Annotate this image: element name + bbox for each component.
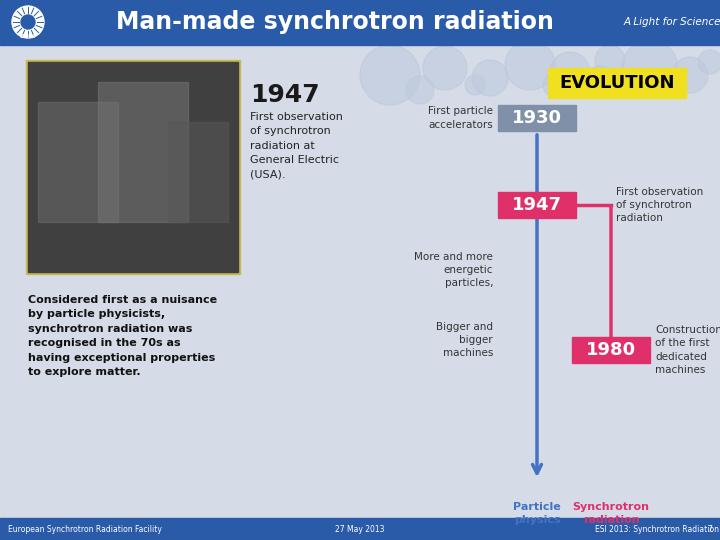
Text: European Synchrotron Radiation Facility: European Synchrotron Radiation Facility (8, 524, 162, 534)
Bar (498, 105, 576, 131)
Circle shape (21, 15, 35, 29)
Circle shape (584, 66, 616, 98)
Text: 7: 7 (707, 524, 712, 534)
Bar (38, 102, 118, 222)
Circle shape (423, 46, 467, 90)
Circle shape (660, 75, 680, 95)
Text: Construction
of the first
dedicated
machines: Construction of the first dedicated mach… (655, 325, 720, 375)
Circle shape (472, 60, 508, 96)
Text: Bigger and
bigger
machines: Bigger and bigger machines (436, 322, 493, 358)
Circle shape (465, 75, 485, 95)
Text: 1947: 1947 (512, 196, 562, 214)
Text: Synchrotron
radiation: Synchrotron radiation (572, 502, 649, 525)
Bar (0, 518, 720, 540)
Circle shape (595, 45, 625, 75)
Text: Man-made synchrotron radiation: Man-made synchrotron radiation (116, 10, 554, 34)
Text: Considered first as a nuisance
by particle physicists,
synchrotron radiation was: Considered first as a nuisance by partic… (28, 295, 217, 377)
Text: A Light for Science: A Light for Science (624, 17, 720, 27)
Circle shape (543, 73, 567, 97)
Text: ESI 2013: Synchrotron Radiation: ESI 2013: Synchrotron Radiation (595, 524, 719, 534)
Circle shape (406, 76, 434, 104)
Text: First observation
of synchrotron
radiation at
General Electric
(USA).: First observation of synchrotron radiati… (250, 112, 343, 180)
Text: Particle
physics: Particle physics (513, 502, 561, 525)
Text: 27 May 2013: 27 May 2013 (336, 524, 384, 534)
Text: First particle
accelerators: First particle accelerators (428, 106, 493, 130)
Bar (28, 62, 238, 272)
Text: EVOLUTION: EVOLUTION (559, 74, 675, 92)
Text: 1930: 1930 (512, 109, 562, 127)
Circle shape (12, 6, 44, 38)
Bar (98, 82, 188, 222)
Circle shape (505, 40, 555, 90)
Bar (26, 60, 240, 274)
Circle shape (698, 50, 720, 74)
Text: 1947: 1947 (250, 83, 320, 107)
Bar (0, 0, 720, 45)
Text: 1980: 1980 (586, 341, 636, 359)
Text: ESRF: ESRF (19, 33, 37, 38)
Circle shape (550, 52, 590, 92)
Text: First observation
of synchrotron
radiation: First observation of synchrotron radiati… (616, 187, 703, 223)
Circle shape (360, 45, 420, 105)
Bar (168, 122, 228, 222)
Bar (498, 192, 576, 218)
Circle shape (622, 40, 678, 96)
Circle shape (672, 57, 708, 93)
Bar (548, 68, 686, 98)
Bar (572, 337, 650, 363)
Text: More and more
energetic
particles,: More and more energetic particles, (414, 252, 493, 288)
